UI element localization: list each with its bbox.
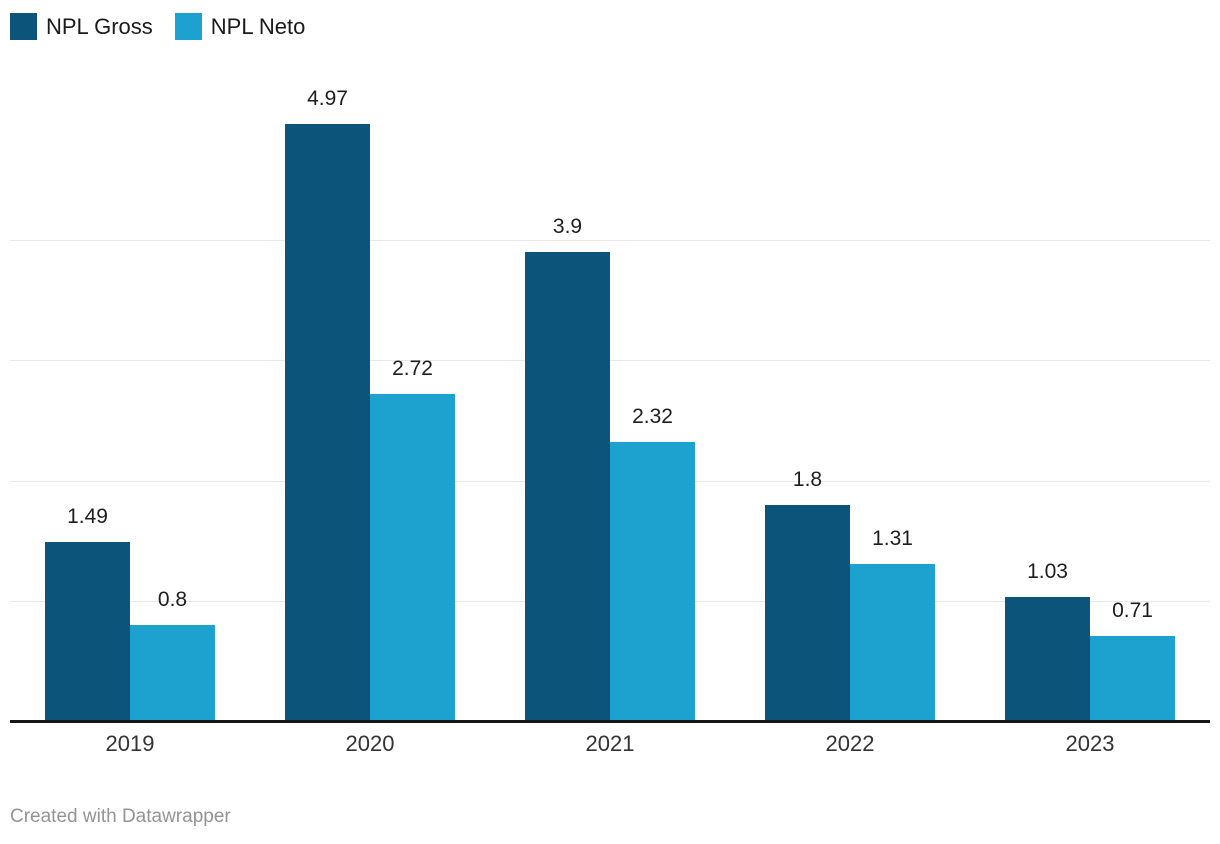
value-label-npl-gross-2019: 1.49 [67,504,108,528]
legend-swatch-npl-gross [10,13,37,40]
x-tick-label-2020: 2020 [345,731,395,756]
gridline-3 [10,360,1210,362]
bar-npl-neto-2020 [370,394,455,720]
legend-item-npl-gross: NPL Gross [10,13,153,40]
value-label-npl-gross-2023: 1.03 [1027,560,1068,584]
bar-npl-gross-2022 [765,504,850,720]
value-label-npl-neto-2020: 2.72 [392,357,433,381]
value-label-npl-gross-2022: 1.8 [792,467,823,491]
legend-label: NPL Neto [210,14,306,39]
value-label-npl-gross-2021: 3.9 [552,215,583,239]
value-label-npl-neto-2019: 0.8 [157,587,188,611]
x-tick-label-2019: 2019 [105,731,155,756]
attribution: Created with Datawrapper [10,806,231,828]
legend-swatch-npl-neto [174,13,202,40]
value-label-npl-gross-2020: 4.97 [307,86,348,110]
gridline-4 [10,240,1210,242]
bar-npl-neto-2021 [610,442,695,720]
legend-label: NPL Gross [46,14,153,39]
x-tick-label-2021: 2021 [585,731,635,756]
legend-item-npl-neto: NPL Neto [174,13,306,40]
bar-npl-neto-2019 [130,624,215,720]
datawrapper-link[interactable]: Created with Datawrapper [10,806,231,827]
bar-npl-gross-2020 [285,123,370,720]
x-tick-label-2022: 2022 [825,731,875,756]
bar-npl-gross-2023 [1005,597,1090,720]
bar-npl-neto-2023 [1090,635,1175,720]
bar-npl-neto-2022 [850,563,935,720]
bar-npl-gross-2019 [45,541,130,720]
value-label-npl-neto-2023: 0.71 [1112,598,1153,622]
value-label-npl-neto-2022: 1.31 [872,526,913,550]
bar-npl-gross-2021 [525,252,610,720]
x-tick-label-2023: 2023 [1065,731,1115,756]
value-label-npl-neto-2021: 2.32 [632,405,673,429]
legend: NPL Gross NPL Neto [10,13,305,40]
x-axis-line [10,720,1210,723]
